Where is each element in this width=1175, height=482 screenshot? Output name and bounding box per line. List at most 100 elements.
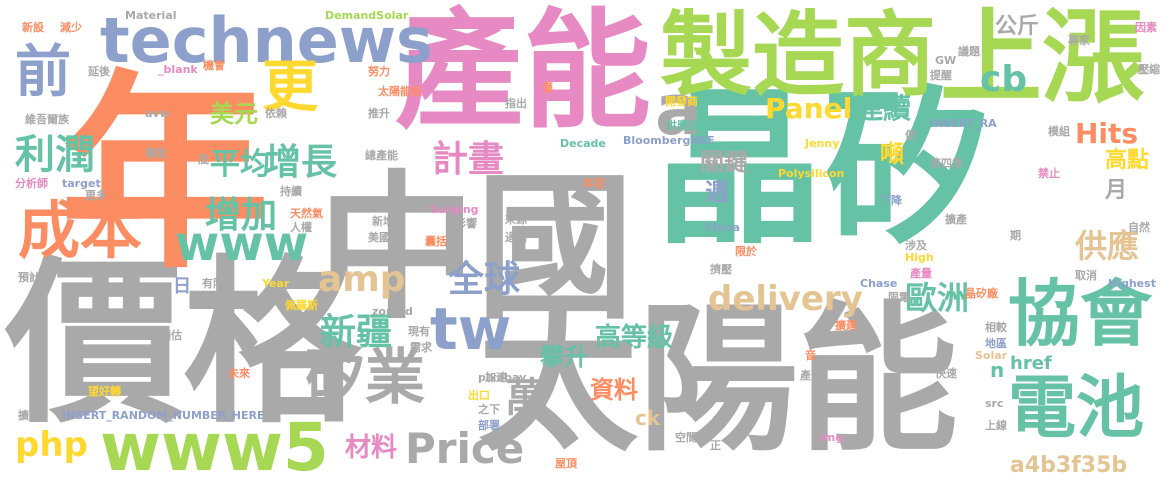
cloud-word: 平均: [210, 147, 270, 182]
cloud-word: Highest: [1108, 277, 1156, 290]
cloud-word: 協會: [1008, 272, 1153, 356]
cloud-word: High: [905, 251, 934, 264]
cloud-word: 供應: [1075, 227, 1140, 265]
cloud-word: 人權: [290, 221, 312, 234]
cloud-word: 矽業: [305, 343, 425, 413]
cloud-word: 製造商: [660, 2, 937, 109]
cloud-word: 擴張: [18, 409, 40, 422]
cloud-word: 之下: [478, 403, 500, 416]
cloud-word: Chase: [860, 277, 898, 290]
cloud-word: www5: [100, 409, 329, 482]
cloud-word: 底: [198, 153, 209, 166]
cloud-word: 過剩: [505, 231, 527, 244]
cloud-word: Surging: [430, 203, 479, 216]
cloud-word: pixabay: [478, 371, 527, 384]
cloud-word: tw: [430, 295, 512, 363]
cloud-word: 全球: [448, 259, 521, 300]
cloud-word: a: [655, 69, 703, 151]
cloud-word: 美國: [368, 231, 390, 244]
cloud-word: avw: [145, 107, 170, 120]
cloud-word: n: [990, 358, 1005, 382]
cloud-word: 計畫: [432, 139, 505, 180]
cloud-word: www: [175, 216, 309, 272]
cloud-word: 公斤: [995, 14, 1040, 39]
cloud-word: 成本: [18, 194, 143, 267]
cloud-word: 正: [710, 439, 721, 452]
cloud-word: 預計: [18, 271, 40, 284]
cloud-word: Material: [125, 9, 177, 22]
cloud-word: 限於: [735, 245, 757, 258]
cloud-word: 關鍵: [700, 148, 748, 176]
cloud-word: 機會: [203, 59, 225, 72]
cloud-word: 連續: [855, 92, 912, 125]
cloud-word: 來源: [505, 213, 527, 226]
cloud-word: 開發商: [665, 95, 698, 108]
cloud-word: amp: [318, 259, 406, 300]
cloud-word: 擴建: [835, 319, 857, 332]
cloud-word: 總產能: [365, 149, 398, 162]
cloud-word: 擴產: [945, 213, 967, 226]
cloud-word: 維吾爾族: [25, 113, 69, 126]
cloud-word: 日: [173, 276, 191, 297]
cloud-word: 期: [1010, 229, 1021, 242]
cloud-word: 公布: [368, 197, 390, 210]
cloud-word: 空間: [675, 431, 697, 444]
cloud-word: 快速: [935, 367, 957, 380]
cloud-word: 第四季: [930, 157, 963, 170]
cloud-word: 專家: [1068, 34, 1090, 47]
cloud-word: Decade: [560, 137, 606, 150]
cloud-word: 佩羅斯: [285, 299, 318, 312]
cloud-word: 現有: [408, 325, 430, 338]
cloud-word: 高點: [1105, 148, 1150, 173]
cloud-word: BloombergNEF: [623, 134, 715, 147]
cloud-word: Jenny: [805, 137, 840, 150]
cloud-word: China: [705, 221, 740, 234]
cloud-word: delivery: [708, 279, 863, 319]
cloud-word: 囊括: [425, 235, 447, 248]
cloud-word: 產品: [800, 369, 822, 382]
cloud-word: Price: [405, 424, 525, 473]
cloud-word: 擠壓: [710, 263, 732, 276]
cloud-word: 產能: [395, 0, 652, 146]
cloud-word: INSERT_RA: [930, 117, 997, 130]
cloud-word: technews: [100, 4, 433, 77]
cloud-word: Panel: [765, 92, 853, 125]
cloud-word: 材料: [345, 433, 398, 463]
cloud-word: 僅: [542, 81, 553, 94]
cloud-word: 努力: [368, 65, 390, 78]
cloud-word: 更多: [85, 189, 107, 202]
cloud-word: href: [1010, 353, 1052, 374]
cloud-word: 取消: [1075, 269, 1097, 282]
cloud-word: 加速: [485, 371, 507, 384]
cloud-word: 產量: [910, 267, 932, 280]
cloud-word: 未來: [228, 367, 250, 380]
cloud-word: 上線: [985, 419, 1007, 432]
cloud-word: 模組: [1048, 125, 1070, 138]
cloud-word: 電池: [1008, 369, 1145, 448]
cloud-word: 新疆: [320, 312, 393, 353]
cloud-word: 太陽能: [478, 286, 959, 473]
cloud-word: 天然氣: [290, 207, 323, 220]
cloud-word: 美元: [210, 100, 258, 128]
cloud-word: 相較: [985, 321, 1007, 334]
cloud-word: php: [15, 425, 88, 465]
cloud-word: 增長: [265, 142, 338, 183]
cloud-word: 裝置量: [115, 265, 148, 278]
cloud-word: 年初: [583, 177, 605, 190]
cloud-word: 新增: [372, 215, 394, 228]
cloud-word: INSERT_RANDOM_NUMBER_HERE: [62, 409, 265, 422]
cloud-word: 利潤: [15, 132, 95, 178]
cloud-word: 議題: [958, 45, 980, 58]
cloud-word: a4b3f35b: [1010, 453, 1128, 478]
cloud-word: 更: [262, 55, 318, 120]
cloud-word: Hits: [1075, 117, 1139, 150]
cloud-word: 持續: [280, 185, 302, 198]
cloud-word: 禁止: [1038, 167, 1060, 180]
cloud-word: 指出: [505, 97, 527, 110]
cloud-word: 增加: [205, 195, 278, 236]
cloud-word: 屋頂: [555, 457, 577, 470]
cloud-word: 前: [15, 40, 71, 105]
cloud-word: GW: [935, 54, 957, 67]
cloud-word: 出口: [468, 389, 490, 402]
